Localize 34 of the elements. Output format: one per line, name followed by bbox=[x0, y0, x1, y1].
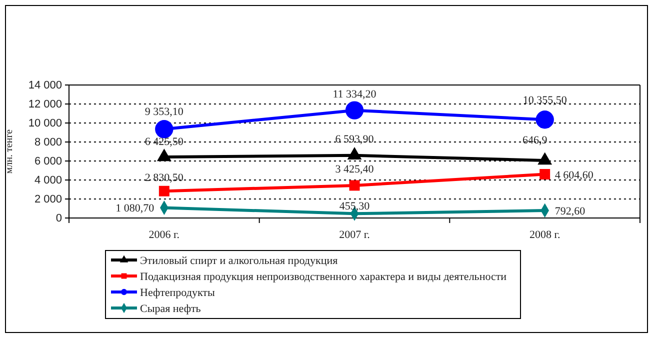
legend-label: Нефтепродукты bbox=[140, 287, 216, 299]
x-tick-label: 2006 г. bbox=[148, 228, 180, 241]
legend-label: Этиловый спирт и алкогольная продукция bbox=[140, 255, 338, 267]
y-axis-title: млн. тенге bbox=[4, 128, 15, 174]
y-tick-label: 8 000 bbox=[34, 136, 62, 149]
x-tick-label: 2007 г. bbox=[339, 228, 370, 241]
y-tick-label: 6 000 bbox=[34, 156, 62, 168]
point bbox=[349, 180, 360, 191]
data-label: 9 353,10 bbox=[144, 106, 184, 118]
data-label: 6 425,50 bbox=[144, 136, 184, 148]
point bbox=[345, 101, 364, 120]
y-tick-label: 2 000 bbox=[34, 194, 62, 206]
point bbox=[158, 186, 170, 196]
y-tick-label: 14 000 bbox=[28, 80, 62, 92]
point bbox=[155, 120, 174, 138]
data-label: 10 355,50 bbox=[522, 94, 568, 107]
point bbox=[540, 169, 550, 180]
data-label: 6 593,90 bbox=[335, 133, 374, 146]
annotation: 646,9 bbox=[522, 134, 548, 147]
data-label: 1 080,70 bbox=[116, 202, 155, 215]
legend-label: Сырая нефть bbox=[140, 303, 201, 315]
point bbox=[536, 110, 554, 129]
legend-label: Подакцизная продукция непроизводственного характера и виды деятельности bbox=[140, 271, 507, 283]
data-label: 4 604,60 bbox=[554, 169, 594, 182]
x-tick-label: 2008 г. bbox=[529, 228, 560, 241]
data-label: 3 425,40 bbox=[335, 163, 374, 176]
y-tick-label: 4 000 bbox=[34, 174, 62, 187]
data-label: 792,60 bbox=[554, 205, 586, 218]
data-label: 455,30 bbox=[339, 200, 370, 213]
data-label: 11 334,20 bbox=[332, 88, 377, 100]
y-tick-label: 10 000 bbox=[28, 118, 62, 130]
y-tick-label: 12 000 bbox=[28, 98, 62, 111]
data-label: 2 830,50 bbox=[144, 172, 184, 184]
y-tick-label: 0 bbox=[56, 212, 62, 225]
